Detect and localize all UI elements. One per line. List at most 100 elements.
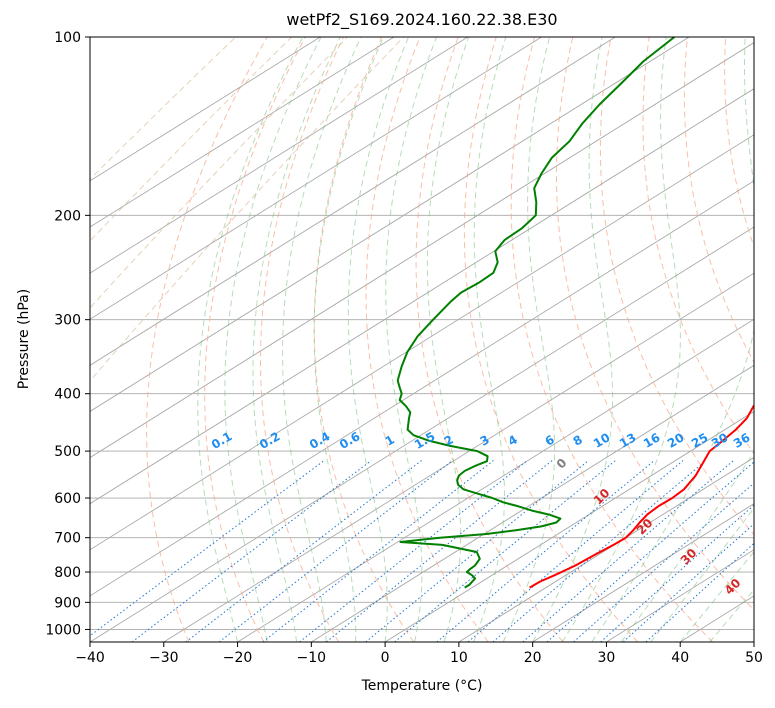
dry-adiabat-line [463, 37, 639, 642]
mixing-ratio-line [622, 523, 754, 642]
y-tick-label: 600 [54, 491, 81, 507]
dry-adiabat-label: 0 [554, 456, 570, 472]
dry-adiabat-line [204, 37, 306, 642]
dry-adiabat-line [642, 37, 754, 455]
x-tick-label: −30 [149, 650, 179, 666]
reference-curve [90, 37, 292, 242]
moist-adiabat-line [532, 37, 614, 642]
dry-adiabat-line [599, 37, 754, 536]
y-tick-label: 400 [54, 387, 81, 403]
mixing-ratio-label: 10 [591, 430, 612, 450]
mixing-ratio-line [262, 460, 494, 642]
moist-adiabat-line [347, 37, 410, 642]
dry-adiabat-line [724, 37, 754, 249]
mixing-ratio-line [573, 482, 754, 642]
moist-adiabat-line [561, 37, 681, 642]
mixing-ratio-line [131, 460, 372, 642]
moist-adiabat-line [426, 37, 470, 642]
isotherm-line [90, 180, 754, 597]
moist-adiabat-line [620, 451, 754, 642]
dry-adiabat-line [146, 37, 268, 642]
y-tick-label: 500 [54, 444, 81, 460]
moist-adiabat-line [197, 37, 304, 642]
mixing-ratio-label: 13 [617, 430, 638, 450]
mixing-ratio-label: 20 [665, 430, 686, 450]
isotherm-line [90, 37, 469, 274]
dry-adiabat-label: 40 [722, 576, 744, 598]
x-tick-label: 30 [598, 650, 616, 666]
x-tick-label: 0 [381, 650, 390, 666]
moist-adiabat-line [252, 37, 341, 642]
mixing-ratio-line [492, 460, 707, 642]
y-tick-label: 100 [54, 30, 81, 46]
mixing-ratio-label: 1 [383, 432, 397, 448]
x-axis-label: Temperature (°C) [361, 678, 483, 694]
x-tick-label: −10 [297, 650, 327, 666]
mixing-ratio-line [436, 460, 655, 642]
y-tick-label: 1000 [45, 622, 81, 638]
isotherm-line [90, 42, 754, 459]
mixing-ratio-label: 0.1 [209, 429, 234, 452]
mixing-ratio-label: 30 [709, 430, 730, 450]
isotherm-line [90, 226, 754, 642]
mixing-ratio-line [299, 460, 528, 642]
mixing-ratio-label: 25 [689, 430, 710, 450]
y-axis-label: Pressure (hPa) [16, 288, 32, 390]
x-tick-label: −20 [223, 650, 253, 666]
isotherm-line [163, 272, 754, 642]
mixing-ratio-line [645, 542, 754, 642]
mixing-ratio-label: 3 [478, 432, 492, 448]
isotherm-line [753, 641, 754, 642]
x-tick-label: −40 [75, 650, 105, 666]
moist-adiabat-line [224, 37, 322, 642]
y-tick-label: 900 [54, 595, 81, 611]
reference-curve [90, 37, 237, 180]
mixing-ratio-label: 0.2 [257, 429, 282, 452]
mixing-ratio-label: 0.6 [337, 429, 362, 452]
isotherm-line [90, 37, 616, 366]
mixing-ratio-line [467, 460, 684, 642]
moist-adiabat-line [313, 37, 385, 642]
isotherm-line [90, 37, 321, 182]
moist-adiabat-line [473, 37, 507, 642]
x-tick-label: 20 [524, 650, 542, 666]
y-tick-label: 200 [54, 208, 81, 224]
moist-adiabat-line [282, 37, 362, 642]
mixing-ratio-line [600, 504, 754, 642]
dry-adiabat-line [313, 37, 414, 642]
moist-adiabat-line [591, 37, 754, 642]
mixing-ratio-line [185, 460, 422, 642]
isotherm-line [90, 37, 395, 228]
isotherm-line [532, 503, 754, 642]
dry-adiabat-line [259, 37, 344, 642]
dry-adiabat-line [683, 37, 754, 364]
isotherm-line [90, 134, 754, 551]
dewpoint-profile-line [396, 37, 676, 589]
y-tick-label: 800 [54, 565, 81, 581]
reference-curve [90, 37, 404, 382]
y-tick-label: 700 [54, 531, 81, 547]
mixing-ratio-line [326, 460, 553, 642]
mixing-ratio-line [90, 460, 325, 637]
isotherm-line [90, 37, 542, 320]
temperature-profile-line [529, 403, 754, 589]
mixing-ratio-label: 0.4 [307, 429, 332, 452]
mixing-ratio-label: 4 [506, 432, 520, 448]
isotherm-line [311, 364, 754, 642]
dry-adiabat-line [365, 37, 489, 642]
mixing-ratio-label: 1.5 [412, 429, 437, 452]
dry-adiabat-label: 10 [591, 486, 613, 508]
isotherm-line [384, 410, 754, 642]
x-tick-label: 10 [450, 650, 468, 666]
x-tick-label: 40 [671, 650, 689, 666]
moist-adiabat-line [385, 37, 438, 642]
reference-curve [90, 37, 348, 309]
mixing-ratio-line [218, 460, 453, 642]
dry-adiabat-line [415, 37, 564, 642]
mixing-ratio-label: 16 [641, 430, 662, 450]
plot-frame [89, 36, 755, 643]
dry-adiabat-line [510, 37, 714, 642]
x-tick-label: 50 [745, 650, 763, 666]
mixing-ratio-line [394, 460, 616, 642]
